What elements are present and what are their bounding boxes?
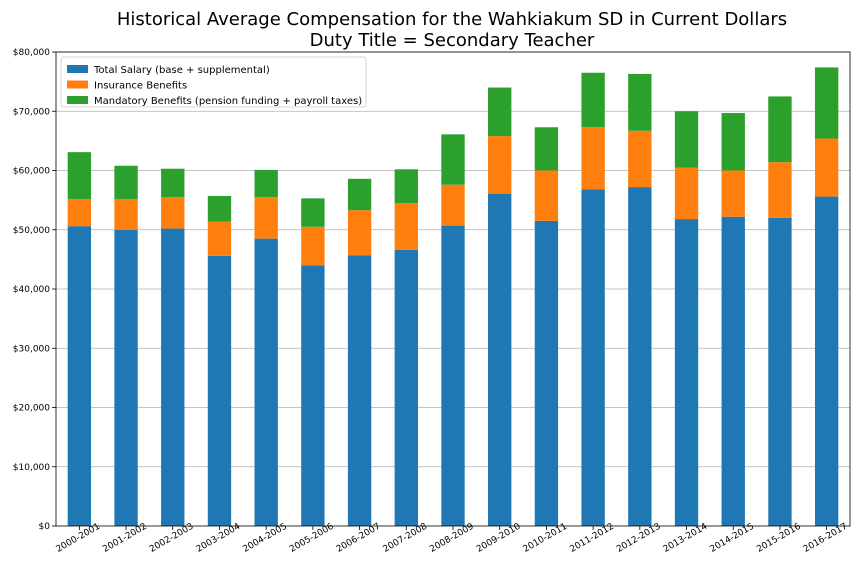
bar-segment-insurance-2004-2005 <box>254 197 278 239</box>
bar-segment-mandatory-2002-2003 <box>161 168 185 198</box>
bar-segment-salary-2004-2005 <box>254 238 278 526</box>
legend-label: Total Salary (base + supplemental) <box>93 65 270 76</box>
bar-segment-salary-2003-2004 <box>207 255 232 526</box>
legend-label: Mandatory Benefits (pension funding + pa… <box>94 96 362 107</box>
x-tick-label: 2009-2010 <box>475 522 523 555</box>
bar-segment-insurance-2002-2003 <box>161 197 185 229</box>
bar-segment-mandatory-2000-2001 <box>67 152 92 199</box>
bar-segment-mandatory-2010-2011 <box>534 127 559 171</box>
bar-segment-mandatory-2003-2004 <box>207 195 232 222</box>
y-tick-label: $60,000 <box>13 167 50 177</box>
chart-title-line-2: Duty Title = Secondary Teacher <box>310 30 595 51</box>
bar-segment-mandatory-2013-2014 <box>674 111 699 168</box>
bar-segment-salary-2006-2007 <box>347 255 372 527</box>
y-tick-label: $20,000 <box>13 404 50 414</box>
x-tick-label: 2010-2011 <box>522 522 569 555</box>
bar-segment-insurance-2009-2010 <box>488 136 512 194</box>
y-tick-label: $80,000 <box>13 48 50 58</box>
chart-title-line-1: Historical Average Compensation for the … <box>117 9 787 30</box>
legend-swatch <box>67 96 88 104</box>
bar-segment-mandatory-2015-2016 <box>768 96 792 163</box>
x-tick-label: 2001-2002 <box>101 522 148 555</box>
legend-swatch <box>67 80 88 89</box>
y-tick-label: $70,000 <box>13 107 50 117</box>
bar-segment-salary-2008-2009 <box>441 225 465 527</box>
x-tick-label: 2008-2009 <box>428 522 476 555</box>
x-tick-label: 2006-2007 <box>335 522 382 555</box>
y-tick-label: $50,000 <box>13 226 50 236</box>
x-tick-label: 2007-2008 <box>382 522 430 555</box>
bar-segment-salary-2014-2015 <box>721 216 745 526</box>
x-tick-label: 2012-2013 <box>615 522 662 555</box>
x-tick-label: 2016-2017 <box>802 522 849 555</box>
bars <box>67 67 839 527</box>
bar-segment-insurance-2016-2017 <box>814 138 839 197</box>
bar-segment-mandatory-2001-2002 <box>114 165 138 199</box>
bar-segment-salary-2001-2002 <box>114 229 138 526</box>
bar-segment-insurance-2000-2001 <box>67 198 92 227</box>
bar-segment-insurance-2015-2016 <box>768 162 792 218</box>
bar-segment-salary-2010-2011 <box>534 220 559 527</box>
x-tick-label: 2000-2001 <box>55 522 102 555</box>
bar-segment-mandatory-2016-2017 <box>814 67 839 139</box>
bar-segment-salary-2012-2013 <box>628 187 652 526</box>
bar-segment-salary-2002-2003 <box>161 228 185 526</box>
bar-segment-salary-2009-2010 <box>488 193 512 527</box>
bar-segment-mandatory-2006-2007 <box>347 178 372 211</box>
x-tick-label: 2003-2004 <box>195 522 243 555</box>
bar-segment-salary-2005-2006 <box>301 265 325 526</box>
x-tick-label: 2002-2003 <box>148 522 195 555</box>
y-tick-label: $0 <box>39 522 51 532</box>
bar-segment-insurance-2001-2002 <box>114 198 138 230</box>
bar-segment-mandatory-2005-2006 <box>301 198 325 227</box>
bar-segment-insurance-2008-2009 <box>441 184 465 226</box>
y-tick-label: $10,000 <box>13 463 50 473</box>
bar-segment-salary-2007-2008 <box>394 249 418 526</box>
legend-swatch <box>67 65 88 73</box>
bar-segment-insurance-2006-2007 <box>347 210 372 256</box>
bar-segment-insurance-2007-2008 <box>394 203 418 250</box>
x-tick-label: 2013-2014 <box>662 522 710 555</box>
bar-segment-insurance-2014-2015 <box>721 170 745 217</box>
bar-segment-salary-2016-2017 <box>814 196 839 526</box>
plot-frame <box>55 51 851 527</box>
y-tick-label: $40,000 <box>13 285 50 295</box>
bar-segment-mandatory-2009-2010 <box>488 87 512 137</box>
x-tick-label: 2011-2012 <box>568 522 615 555</box>
y-tick-label: $30,000 <box>13 344 50 354</box>
bar-segment-insurance-2003-2004 <box>207 221 232 256</box>
bar-segment-insurance-2012-2013 <box>628 130 652 188</box>
bar-segment-insurance-2010-2011 <box>534 170 559 221</box>
legend-box <box>60 56 367 108</box>
x-tick-label: 2005-2006 <box>288 522 336 555</box>
bar-segment-mandatory-2007-2008 <box>394 169 418 204</box>
bar-segment-mandatory-2004-2005 <box>254 169 278 198</box>
bar-segment-salary-2000-2001 <box>67 226 92 526</box>
bar-segment-salary-2013-2014 <box>674 219 699 526</box>
bar-segment-mandatory-2008-2009 <box>441 134 465 185</box>
x-tick-label: 2015-2016 <box>755 522 803 555</box>
bar-segment-mandatory-2012-2013 <box>628 73 652 131</box>
legend: Total Salary (base + supplemental) Insura… <box>60 56 367 108</box>
bar-segment-salary-2011-2012 <box>581 189 605 526</box>
x-tick-label: 2014-2015 <box>708 522 755 555</box>
x-tick-label: 2004-2005 <box>241 522 288 555</box>
bar-segment-mandatory-2014-2015 <box>721 113 745 171</box>
bar-segment-salary-2015-2016 <box>768 217 792 526</box>
legend-label: Insurance Benefits <box>94 81 187 92</box>
bar-segment-insurance-2011-2012 <box>581 127 605 190</box>
bar-segment-insurance-2005-2006 <box>301 226 325 266</box>
bar-segment-mandatory-2011-2012 <box>581 72 605 128</box>
bar-segment-insurance-2013-2014 <box>674 167 699 220</box>
